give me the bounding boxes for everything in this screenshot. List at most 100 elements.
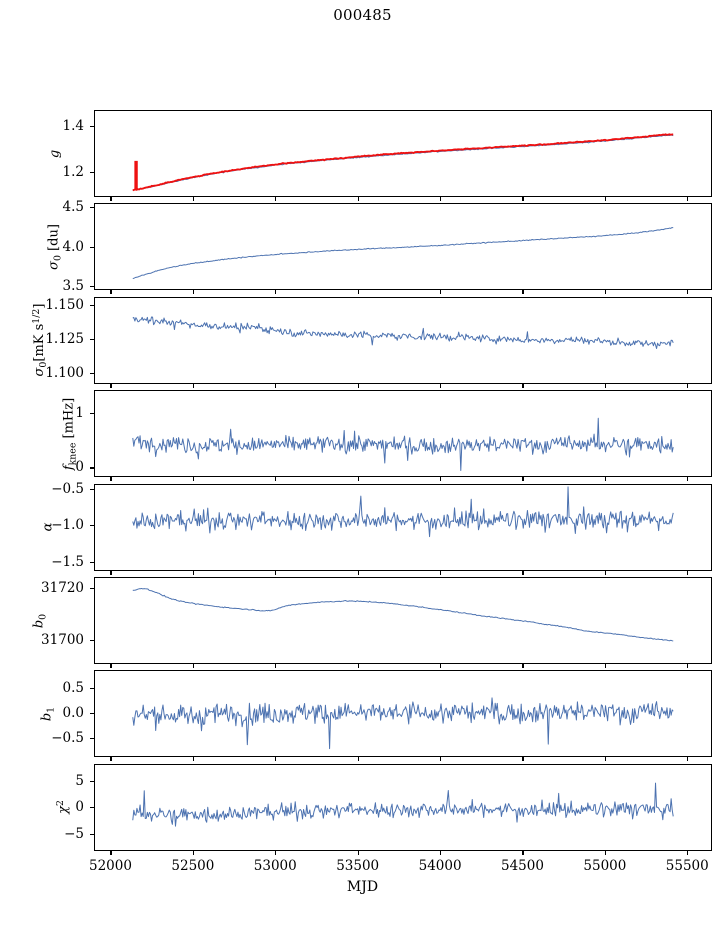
y-axis-label-alpha: α: [40, 522, 56, 532]
y-tick-mark: [90, 738, 94, 740]
x-tick-mark: [275, 383, 277, 388]
y-tick-label: 0.5: [62, 680, 84, 697]
data-line-sigma0_du: [132, 227, 674, 280]
y-axis-label-f_knee: fknee [mHz]: [62, 397, 79, 470]
y-axis-label-chi2: χ2: [54, 800, 71, 815]
y-axis-label-sigma0_du: σ0 [du]: [46, 223, 64, 270]
x-tick-mark: [192, 664, 194, 668]
x-tick-mark: [275, 850, 277, 855]
data-line-alpha: [132, 486, 674, 537]
x-tick-label: 55500: [665, 857, 709, 874]
plot-panel-alpha: [94, 483, 712, 571]
x-tick-mark: [522, 477, 524, 482]
data-line-f_knee: [132, 417, 674, 472]
x-tick-mark: [275, 664, 277, 668]
y-tick-mark: [90, 833, 94, 835]
y-tick-mark: [90, 525, 94, 527]
x-tick-label: 55000: [583, 857, 627, 874]
x-tick-mark: [110, 477, 112, 482]
x-tick-mark: [275, 570, 277, 575]
x-tick-label: 54000: [418, 857, 462, 874]
x-tick-mark: [440, 570, 442, 575]
x-tick-label: 53500: [336, 857, 380, 874]
x-tick-mark: [357, 757, 359, 762]
x-tick-mark: [110, 383, 112, 388]
x-tick-mark: [604, 383, 606, 388]
y-tick-label: 0: [75, 459, 84, 476]
y-tick-label: 1.4: [62, 118, 84, 135]
x-tick-label: 52500: [171, 857, 215, 874]
y-tick-label: −5: [64, 825, 84, 842]
y-tick-mark: [90, 688, 94, 690]
x-tick-mark: [357, 290, 359, 295]
y-tick-mark: [90, 807, 94, 809]
x-tick-mark: [357, 850, 359, 855]
data-line-b0: [132, 587, 674, 642]
y-tick-label: −1.5: [51, 553, 84, 570]
y-tick-mark: [90, 304, 94, 307]
x-tick-mark: [522, 290, 524, 295]
y-tick-label: 0.0: [62, 705, 84, 722]
y-tick-label: 1: [75, 405, 84, 422]
x-tick-label: 54500: [500, 857, 544, 874]
y-tick-mark: [90, 587, 94, 589]
x-tick-mark: [687, 477, 689, 482]
x-tick-mark: [440, 757, 442, 762]
x-tick-mark: [687, 757, 689, 762]
y-axis-label-b1: b1: [39, 706, 56, 722]
y-tick-mark: [90, 126, 94, 128]
x-tick-mark: [687, 197, 689, 201]
x-tick-mark: [522, 383, 524, 388]
plot-panel-model: [94, 110, 712, 197]
x-tick-mark: [440, 850, 442, 855]
data-line-b1: [132, 697, 674, 750]
y-tick-mark: [90, 467, 94, 469]
x-tick-mark: [604, 850, 606, 855]
x-tick-mark: [110, 197, 112, 201]
x-tick-mark: [687, 290, 689, 295]
y-tick-mark: [90, 413, 94, 415]
x-tick-mark: [522, 664, 524, 668]
x-tick-mark: [275, 197, 277, 201]
x-tick-label: 53000: [253, 857, 297, 874]
x-tick-mark: [357, 570, 359, 575]
x-tick-mark: [110, 757, 112, 762]
plot-panel-f_knee: [94, 390, 712, 478]
x-tick-mark: [110, 664, 112, 668]
x-tick-mark: [110, 570, 112, 575]
data-line-model: [132, 134, 674, 191]
x-tick-label: 52000: [88, 857, 132, 874]
data-line-observed: [132, 133, 674, 192]
x-tick-mark: [522, 757, 524, 762]
x-tick-mark: [275, 477, 277, 482]
x-tick-mark: [687, 850, 689, 855]
y-tick-label: 1.125: [45, 330, 84, 347]
y-tick-mark: [90, 246, 94, 248]
y-axis-label-sigma0_mK: σ0[mK s1/2]: [31, 303, 49, 377]
x-tick-mark: [604, 570, 606, 575]
y-tick-mark: [90, 780, 94, 782]
x-tick-mark: [192, 850, 194, 855]
y-tick-label: 4.0: [62, 238, 84, 255]
y-tick-label: 1.100: [45, 364, 84, 381]
x-tick-mark: [687, 383, 689, 388]
x-tick-mark: [357, 664, 359, 668]
y-tick-mark: [90, 285, 94, 287]
y-tick-label: 1.150: [45, 296, 84, 313]
y-tick-mark: [90, 713, 94, 715]
x-tick-mark: [440, 383, 442, 388]
plot-panel-b0: [94, 577, 712, 664]
plot-panel-sigma0_du: [94, 203, 712, 291]
y-tick-mark: [90, 207, 94, 209]
x-tick-mark: [440, 197, 442, 201]
x-tick-mark: [192, 290, 194, 295]
y-tick-label: 1.2: [62, 163, 84, 180]
y-tick-label: 31700: [41, 632, 84, 649]
x-tick-mark: [440, 477, 442, 482]
x-tick-mark: [357, 383, 359, 388]
x-tick-mark: [110, 290, 112, 295]
y-tick-mark: [90, 488, 94, 490]
y-tick-label: −0.5: [51, 730, 84, 747]
x-tick-mark: [192, 757, 194, 762]
y-tick-label: 4.5: [62, 199, 84, 216]
